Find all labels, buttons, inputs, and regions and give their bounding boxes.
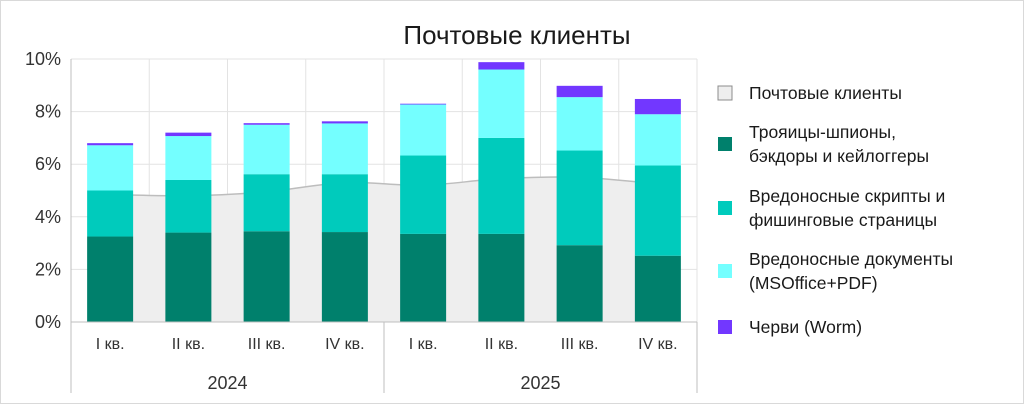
bar-segment-series-4 bbox=[634, 98, 681, 115]
x-group-label: 2024 bbox=[207, 373, 247, 393]
legend-label: Трояицы-шпионы, bbox=[749, 122, 896, 142]
x-tick-label: IV кв. bbox=[325, 336, 365, 353]
y-tick-label: 0% bbox=[35, 312, 61, 332]
bar-segment-series-2 bbox=[243, 174, 290, 232]
legend-label: бэкдоры и кейлоггеры bbox=[749, 146, 929, 166]
bar-segment-series-2 bbox=[87, 190, 134, 237]
bar-segment-series-2 bbox=[321, 174, 368, 233]
x-tick-label: IV кв. bbox=[638, 336, 678, 353]
legend-swatch bbox=[718, 320, 732, 334]
bar-segment-series-1 bbox=[556, 245, 603, 322]
y-tick-label: 8% bbox=[35, 102, 61, 122]
bar-segment-series-3 bbox=[556, 97, 603, 151]
bar-segment-series-1 bbox=[243, 231, 290, 322]
bar-segment-series-3 bbox=[243, 124, 290, 175]
bar-segment-series-1 bbox=[165, 232, 212, 322]
bar-segment-series-2 bbox=[478, 137, 525, 234]
legend-label: Вредоносные документы bbox=[749, 249, 953, 269]
bar-segment-series-4 bbox=[400, 103, 447, 105]
bar-segment-series-1 bbox=[321, 232, 368, 322]
x-tick-label: I кв. bbox=[409, 336, 438, 353]
y-tick-label: 4% bbox=[35, 207, 61, 227]
x-tick-label: II кв. bbox=[485, 336, 518, 353]
y-tick-label: 6% bbox=[35, 154, 61, 174]
bar-segment-series-1 bbox=[478, 233, 525, 322]
bar-segment-series-4 bbox=[87, 143, 134, 146]
bar-segment-series-4 bbox=[165, 132, 212, 137]
bar-segment-series-2 bbox=[634, 165, 681, 256]
chart-title: Почтовые клиенты bbox=[403, 20, 630, 50]
y-axis-ticks: 0% 2% 4% 6% 8% 10% bbox=[25, 49, 61, 332]
bar-segment-series-4 bbox=[243, 123, 290, 125]
legend-label: Почтовые клиенты bbox=[749, 83, 902, 103]
bar-segment-series-1 bbox=[87, 236, 134, 322]
bar-segment-series-1 bbox=[634, 255, 681, 322]
x-tick-label: III кв. bbox=[248, 336, 286, 353]
x-tick-label: I кв. bbox=[96, 336, 125, 353]
bar-segment-series-3 bbox=[634, 114, 681, 166]
y-tick-label: 2% bbox=[35, 259, 61, 279]
bar-segment-series-2 bbox=[165, 179, 212, 233]
bar-segment-series-3 bbox=[165, 136, 212, 180]
x-group-label: 2025 bbox=[520, 373, 560, 393]
legend-swatch bbox=[718, 137, 732, 151]
x-axis-ticks: I кв. II кв. III кв. IV кв. I кв. II кв. III к… bbox=[96, 336, 678, 393]
y-tick-label: 10% bbox=[25, 49, 61, 69]
legend-label: фишинговые страницы bbox=[749, 210, 937, 230]
bar-segment-series-3 bbox=[400, 104, 447, 156]
bar-series bbox=[87, 62, 681, 322]
axes bbox=[70, 59, 698, 393]
bar-segment-series-4 bbox=[321, 121, 368, 124]
bar-segment-series-3 bbox=[87, 145, 134, 191]
legend-label: Вредоносные скрипты и bbox=[749, 186, 945, 206]
bar-segment-series-1 bbox=[400, 233, 447, 322]
bar-segment-series-2 bbox=[400, 155, 447, 234]
x-tick-label: II кв. bbox=[172, 336, 205, 353]
legend-label: Черви (Worm) bbox=[749, 317, 862, 337]
bar-segment-series-4 bbox=[556, 85, 603, 98]
legend-swatch bbox=[718, 201, 732, 215]
legend-swatch bbox=[717, 85, 733, 101]
bar-segment-series-2 bbox=[556, 150, 603, 246]
bar-segment-series-3 bbox=[321, 123, 368, 175]
bar-segment-series-4 bbox=[478, 62, 525, 70]
legend-label: (MSOffice+PDF) bbox=[749, 273, 878, 293]
legend: Почтовые клиенты Трояицы-шпионы, бэкдоры и… bbox=[717, 83, 953, 337]
x-tick-label: III кв. bbox=[561, 336, 599, 353]
bar-segment-series-3 bbox=[478, 69, 525, 138]
legend-swatch bbox=[718, 264, 732, 278]
